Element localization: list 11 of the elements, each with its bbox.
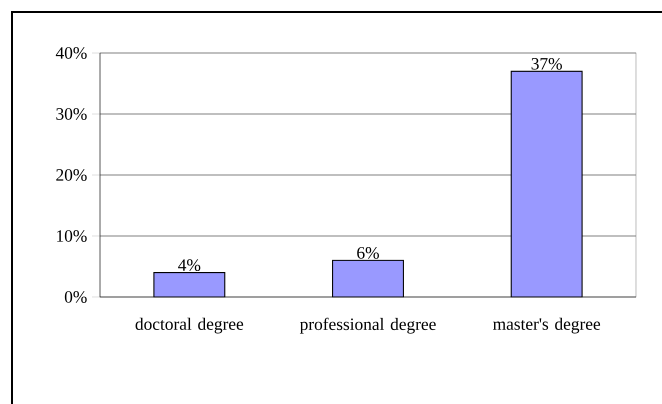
x-tick-label: doctoral degree bbox=[136, 318, 244, 334]
data-label: 4% bbox=[178, 259, 200, 271]
y-tick-label: 20% bbox=[56, 169, 87, 181]
y-tick-label: 10% bbox=[57, 230, 87, 242]
x-tick-label: professional degree bbox=[300, 318, 436, 334]
y-tick-label: 30% bbox=[56, 108, 87, 120]
data-label: 6% bbox=[357, 247, 379, 259]
y-tick-label: 0% bbox=[64, 291, 87, 303]
x-tick-label: master's degree bbox=[493, 318, 600, 334]
y-tick-label: 40% bbox=[56, 47, 87, 59]
data-label: 37% bbox=[532, 58, 562, 70]
